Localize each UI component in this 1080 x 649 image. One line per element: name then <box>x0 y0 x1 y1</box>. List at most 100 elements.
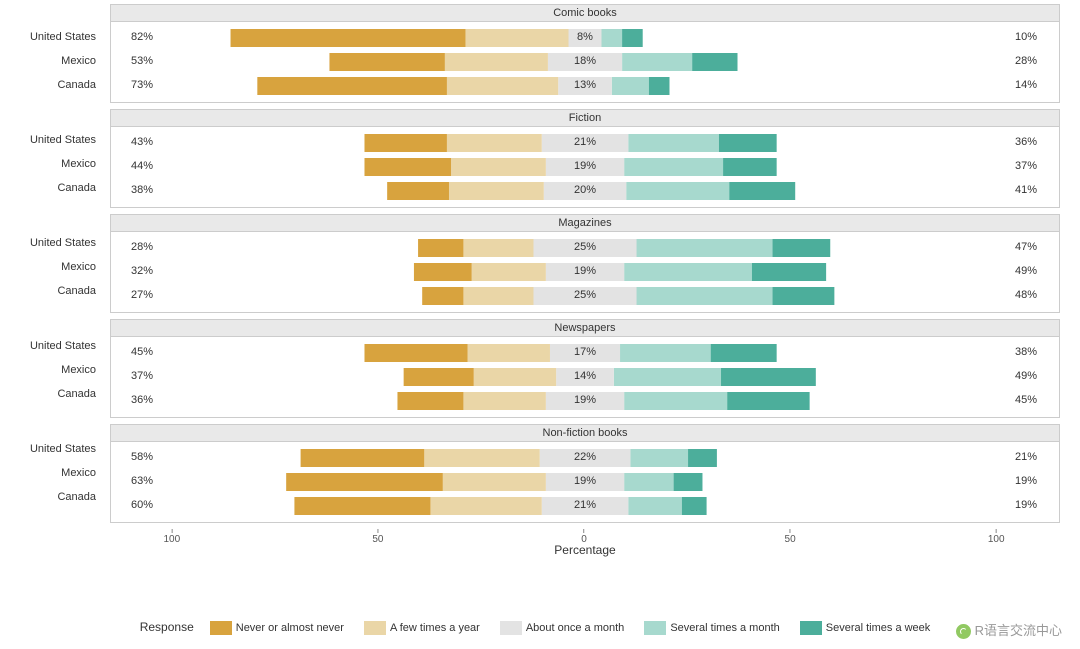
country-label: Canada <box>0 176 104 200</box>
left-pct: 58% <box>131 451 153 463</box>
x-tick: 50 <box>372 529 383 545</box>
x-tick: 50 <box>785 529 796 545</box>
left-pct: 44% <box>131 160 153 172</box>
mid-pct: 17% <box>574 346 596 358</box>
country-label: Mexico <box>0 255 104 279</box>
x-tick: 0 <box>581 529 587 545</box>
left-pct: 36% <box>131 394 153 406</box>
mid-pct: 25% <box>574 289 596 301</box>
mid-pct: 19% <box>574 160 596 172</box>
likert-row: 27% 25% 48% <box>111 284 1059 308</box>
mid-pct: 21% <box>574 499 596 511</box>
likert-row: 38%20%41% <box>111 179 1059 203</box>
legend: Response Never or almost never A few times… <box>0 620 1080 635</box>
legend-item: A few times a year <box>364 621 480 635</box>
right-pct: 21% <box>1015 451 1037 463</box>
mid-pct: 19% <box>574 265 596 277</box>
legend-swatch <box>800 621 822 635</box>
likert-row: 53% 18% 28% <box>111 50 1059 74</box>
right-pct: 14% <box>1015 79 1037 91</box>
x-tick: 100 <box>988 529 1005 545</box>
likert-row: 28% 25% 47% <box>111 236 1059 260</box>
x-axis: 100 50 0 50 100Percentage <box>110 529 1060 557</box>
right-pct: 48% <box>1015 289 1037 301</box>
right-pct: 45% <box>1015 394 1037 406</box>
right-pct: 49% <box>1015 370 1037 382</box>
left-pct: 32% <box>131 265 153 277</box>
country-label: United States <box>0 128 104 152</box>
country-label: Canada <box>0 279 104 303</box>
mid-pct: 14% <box>574 370 596 382</box>
right-pct: 47% <box>1015 241 1037 253</box>
mid-pct: 22% <box>574 451 596 463</box>
panel-title: Non-fiction books <box>111 425 1059 442</box>
likert-row: 45%17%38% <box>111 341 1059 365</box>
panel-title: Comic books <box>111 5 1059 22</box>
right-pct: 28% <box>1015 55 1037 67</box>
right-pct: 10% <box>1015 31 1037 43</box>
right-pct: 49% <box>1015 265 1037 277</box>
legend-item: Never or almost never <box>210 621 344 635</box>
x-tick: 100 <box>163 529 180 545</box>
mid-pct: 21% <box>574 136 596 148</box>
legend-label: Never or almost never <box>236 622 344 634</box>
likert-row: 82% 8% 10% <box>111 26 1059 50</box>
legend-title: Response <box>140 620 194 634</box>
country-label: Mexico <box>0 461 104 485</box>
x-axis-label: Percentage <box>110 543 1060 557</box>
right-pct: 19% <box>1015 499 1037 511</box>
mid-pct: 25% <box>574 241 596 253</box>
panel-title: Newspapers <box>111 320 1059 337</box>
country-label: Canada <box>0 382 104 406</box>
left-pct: 82% <box>131 31 153 43</box>
panel-title: Fiction <box>111 110 1059 127</box>
likert-row: 63%19%19% <box>111 470 1059 494</box>
mid-pct: 8% <box>577 31 593 43</box>
mid-pct: 13% <box>574 79 596 91</box>
panel-3: Newspapers45%17%38%37%14%49%36%19%45% <box>110 319 1060 418</box>
panel-0: Comic books 82% 8% 10% 53% 18% 28% 73% 13% 14% <box>110 4 1060 103</box>
country-label: Canada <box>0 73 104 97</box>
chart-panels: Comic books 82% 8% 10% 53% 18% 28% 73% 13% 14% Fic… <box>110 4 1060 529</box>
legend-item: Several times a month <box>644 621 779 635</box>
left-pct: 73% <box>131 79 153 91</box>
panel-2: Magazines 28% 25% 47% 32% 19% 49% 27% 25% 48% <box>110 214 1060 313</box>
mid-pct: 20% <box>574 184 596 196</box>
right-pct: 36% <box>1015 136 1037 148</box>
country-label: United States <box>0 231 104 255</box>
left-pct: 27% <box>131 289 153 301</box>
left-pct: 63% <box>131 475 153 487</box>
panel-1: Fiction43%21%36%44%19%37%38%20%41% <box>110 109 1060 208</box>
left-pct: 38% <box>131 184 153 196</box>
likert-row: 36% 19% 45% <box>111 389 1059 413</box>
mid-pct: 18% <box>574 55 596 67</box>
likert-row: 44% 19% 37% <box>111 155 1059 179</box>
likert-row: 60% 21% 19% <box>111 494 1059 518</box>
left-pct: 60% <box>131 499 153 511</box>
likert-row: 73% 13% 14% <box>111 74 1059 98</box>
right-pct: 37% <box>1015 160 1037 172</box>
likert-row: 32% 19% 49% <box>111 260 1059 284</box>
legend-label: About once a month <box>526 622 624 634</box>
likert-row: 37%14%49% <box>111 365 1059 389</box>
left-pct: 43% <box>131 136 153 148</box>
likert-row: 58% 22% 21% <box>111 446 1059 470</box>
legend-label: Several times a week <box>826 622 931 634</box>
legend-swatch <box>644 621 666 635</box>
mid-pct: 19% <box>574 394 596 406</box>
left-pct: 53% <box>131 55 153 67</box>
panel-title: Magazines <box>111 215 1059 232</box>
left-pct: 28% <box>131 241 153 253</box>
country-label: United States <box>0 25 104 49</box>
country-label: Mexico <box>0 358 104 382</box>
legend-swatch <box>210 621 232 635</box>
country-label: United States <box>0 334 104 358</box>
right-pct: 19% <box>1015 475 1037 487</box>
legend-item: About once a month <box>500 621 624 635</box>
y-axis-labels: United StatesMexicoCanadaUnited StatesMe… <box>0 4 104 519</box>
country-label: Mexico <box>0 152 104 176</box>
likert-row: 43% 21% 36% <box>111 131 1059 155</box>
country-label: United States <box>0 437 104 461</box>
country-label: Canada <box>0 485 104 509</box>
legend-label: Several times a month <box>670 622 779 634</box>
